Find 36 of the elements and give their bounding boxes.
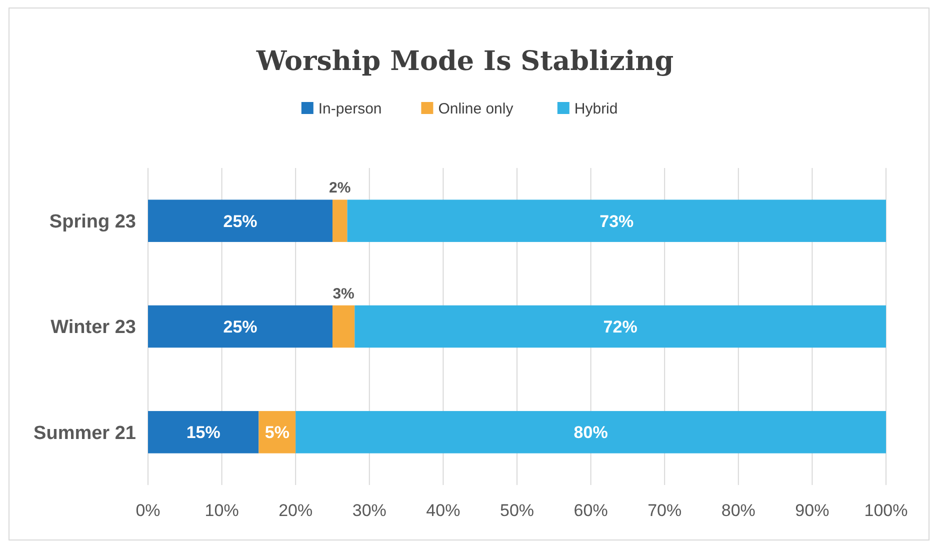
- y-tick-label: Spring 23: [49, 211, 136, 232]
- legend-label: Online only: [438, 100, 514, 118]
- chart-title: Worship Mode Is Stablizing: [255, 46, 674, 77]
- data-label: 25%: [223, 317, 258, 336]
- data-label: 80%: [574, 423, 608, 442]
- data-label: 15%: [186, 423, 220, 442]
- data-label: 72%: [603, 317, 638, 336]
- x-tick-label: 40%: [426, 501, 460, 520]
- x-tick-label: 80%: [721, 501, 756, 520]
- y-tick-label: Summer 21: [34, 422, 136, 444]
- data-label: 25%: [223, 212, 258, 231]
- data-label: 73%: [600, 212, 634, 231]
- data-label: 3%: [332, 285, 354, 302]
- bar: [258, 411, 296, 454]
- x-tick-label: 0%: [136, 501, 160, 520]
- bar: [296, 411, 886, 454]
- bar: [148, 200, 332, 242]
- y-tick-label: Winter 23: [50, 317, 136, 338]
- legend-label: Hybrid: [574, 100, 618, 118]
- x-tick-label: 10%: [204, 501, 239, 520]
- bar: [148, 305, 332, 348]
- data-label: 2%: [329, 180, 351, 197]
- bar: [332, 305, 355, 348]
- x-tick-label: 30%: [352, 501, 386, 520]
- bar: [347, 200, 886, 242]
- x-tick-label: 70%: [648, 501, 682, 520]
- legend-label: In-person: [318, 100, 382, 118]
- bar: [332, 200, 348, 242]
- bar: [148, 411, 259, 454]
- x-tick-label: 100%: [864, 501, 908, 520]
- x-tick-label: 90%: [795, 501, 830, 520]
- bar: [354, 305, 886, 348]
- data-label: 5%: [264, 423, 290, 442]
- x-tick-label: 50%: [500, 501, 534, 520]
- x-tick-label: 20%: [278, 501, 313, 520]
- x-tick-label: 60%: [574, 501, 608, 520]
